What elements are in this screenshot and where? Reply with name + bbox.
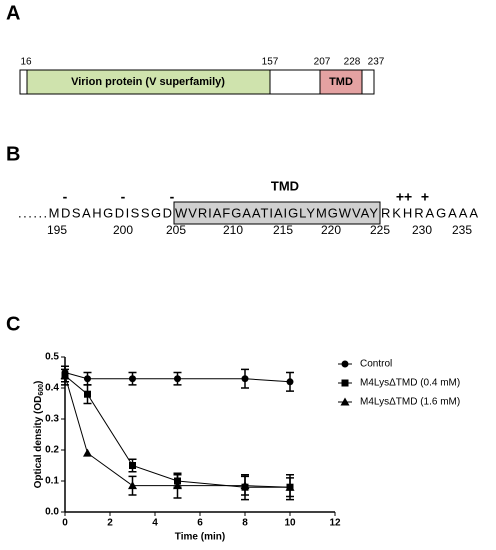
y-tick-label: 0.1: [45, 476, 59, 487]
marker: [341, 360, 349, 368]
tmd-label: TMD: [271, 178, 299, 193]
legend-label: M4LysΔTMD (1.6 mM): [360, 397, 460, 408]
sequence: ......MDSAHGDISSGD: [18, 205, 172, 220]
domain-label: TMD: [329, 76, 353, 88]
marker: [174, 375, 181, 383]
series-line: [64, 375, 290, 488]
legend-label: M4LysΔTMD (0.4 mM): [360, 378, 460, 389]
sequence: WVRIAFGAATIAIGLYMGWVAY: [175, 205, 378, 220]
series-line: [64, 375, 291, 488]
marker: [241, 375, 249, 383]
residue-number: 228: [344, 57, 361, 68]
x-tick-label: 8: [242, 518, 248, 529]
panel-letter: C: [6, 313, 20, 335]
marker: [129, 462, 136, 469]
residue-number: 225: [370, 223, 390, 237]
marker: [84, 390, 91, 398]
marker: [240, 481, 250, 490]
marker: [128, 481, 137, 490]
charge: -: [170, 189, 175, 205]
marker: [173, 481, 182, 490]
y-axis-label: Optical density (OD600): [33, 381, 45, 489]
tmd-box: [173, 201, 381, 225]
tmd-domain: [319, 69, 363, 95]
panel-letter: A: [6, 2, 20, 24]
residue-number: 235: [452, 223, 472, 237]
marker: [129, 375, 136, 383]
y-tick-label: 0.2: [45, 445, 59, 456]
residue-number: 157: [262, 57, 279, 68]
virion-domain: [26, 69, 271, 95]
marker: [340, 397, 350, 406]
x-tick-label: 4: [152, 518, 158, 529]
residue-number: 195: [47, 223, 67, 237]
marker: [341, 379, 349, 387]
marker: [285, 482, 295, 491]
y-tick-label: 0.5: [45, 352, 59, 363]
y-axis-label-part: Optical density (OD: [33, 396, 44, 489]
x-axis-label: Time (min): [175, 532, 225, 543]
charge: +: [421, 189, 429, 205]
residue-number: 16: [20, 57, 32, 68]
x-tick-label: 0: [62, 518, 68, 529]
y-axis-label-part: ): [33, 381, 44, 384]
panel-letter: B: [6, 143, 20, 165]
residue-number: 230: [412, 223, 432, 237]
sequence: RKHRAGAAA: [381, 205, 478, 220]
y-tick-label: 0.3: [45, 414, 59, 425]
residue-number: 215: [273, 223, 293, 237]
residue-number: 207: [314, 57, 331, 68]
charge: ++: [396, 189, 412, 205]
marker: [83, 448, 92, 457]
charge: -: [63, 189, 68, 205]
x-tick-label: 12: [329, 518, 341, 529]
residue-number: 210: [223, 223, 243, 237]
series-line: [64, 372, 291, 383]
x-tick-label: 2: [107, 518, 113, 529]
y-tick-label: 0.0: [45, 507, 59, 518]
marker: [60, 371, 70, 380]
marker: [286, 378, 294, 386]
y-axis-label-part: 600: [38, 384, 45, 396]
legend-label: Control: [360, 359, 392, 370]
residue-number: 200: [113, 223, 133, 237]
residue-number: 237: [368, 57, 385, 68]
residue-number: 205: [166, 223, 186, 237]
domain-label: Virion protein (V superfamily): [71, 76, 225, 88]
charge: -: [121, 189, 126, 205]
x-tick-label: 6: [197, 518, 203, 529]
x-tick-label: 10: [284, 518, 296, 529]
marker: [84, 375, 91, 383]
residue-number: 220: [321, 223, 341, 237]
y-tick-label: 0.4: [45, 383, 59, 394]
